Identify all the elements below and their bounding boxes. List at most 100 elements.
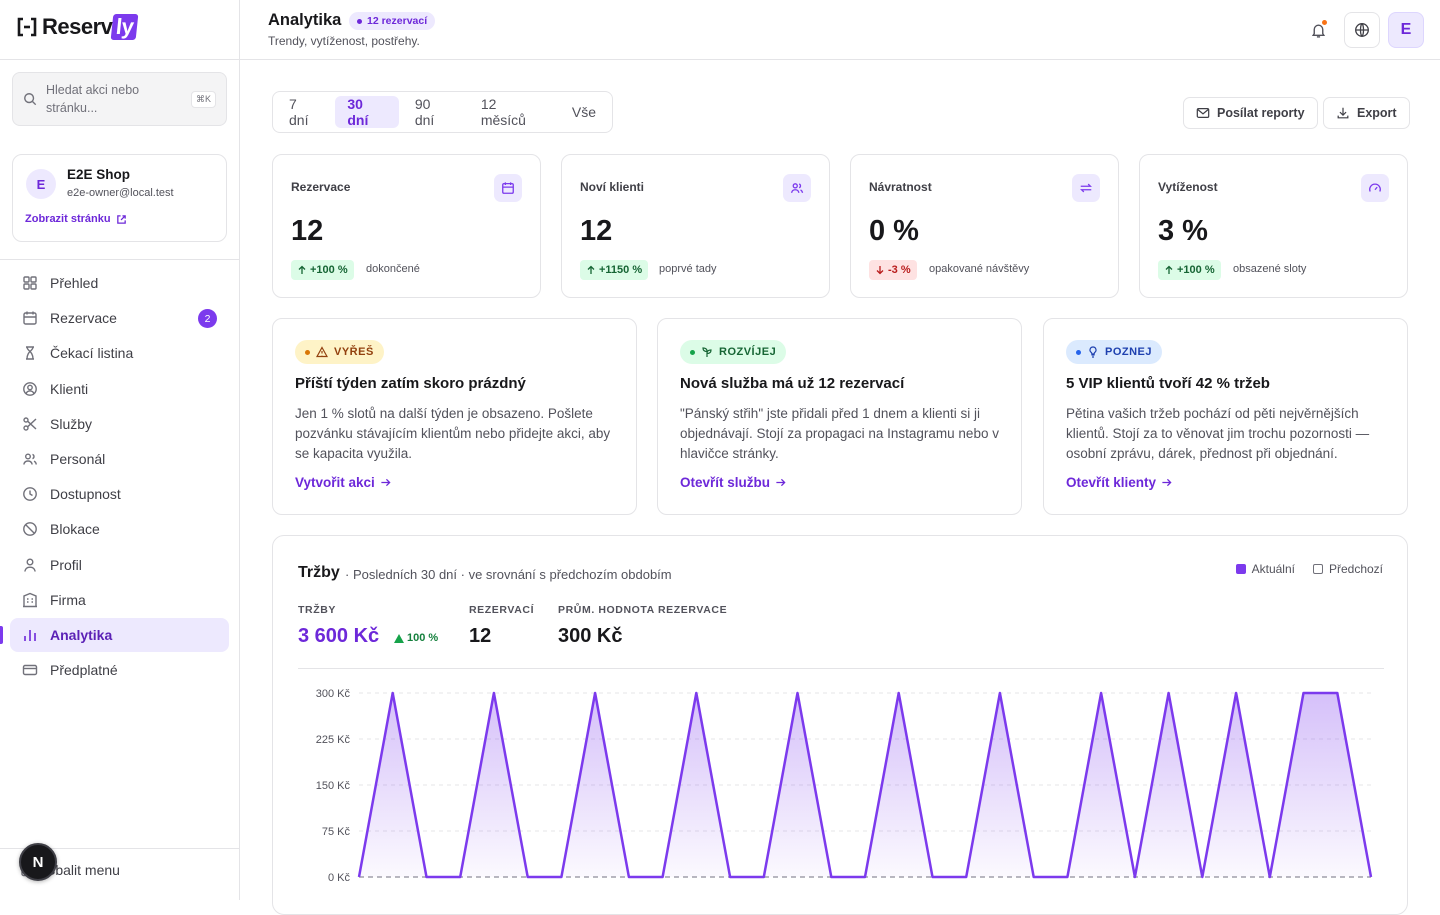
kpi-value: 0 % [869, 215, 919, 247]
tab-7-days[interactable]: 7 dní [289, 96, 309, 128]
shop-card: E E2E Shop e2e-owner@local.test Zobrazit… [12, 154, 227, 242]
open-service-link[interactable]: Otevřít službu [680, 475, 786, 490]
current-series-line [357, 691, 1373, 879]
insight-text: Pětina vašich tržeb pochází od pěti nejv… [1066, 406, 1370, 461]
sidebar-item-personal[interactable]: Personál [10, 442, 229, 476]
grid-icon [23, 276, 37, 290]
sidebar-item-label: Rezervace [50, 310, 117, 327]
dev-tools-badge[interactable]: N [19, 843, 57, 881]
chart-legend: Aktuální Předchozí [1235, 562, 1383, 576]
stat-change: 100 % [394, 632, 438, 644]
sidebar-item-prehled[interactable]: Přehled [10, 266, 229, 300]
kpi-value: 12 [580, 215, 613, 247]
legend-previous[interactable]: Předchozí [1312, 562, 1383, 576]
calendar-icon [23, 311, 37, 325]
sidebar-item-profil[interactable]: Profil [10, 548, 229, 582]
brand-logo[interactable]: Reserv ly [16, 14, 140, 40]
kpi-change: -3 % [888, 264, 911, 276]
revenue-chart[interactable]: 0 Kč 75 Kč 150 Kč 225 Kč 300 Kč [273, 536, 1409, 900]
kpi-icon-wrap [1361, 174, 1389, 202]
search-shortcut: ⌘K [190, 90, 216, 108]
kpi-change: +100 % [310, 264, 348, 276]
divider [0, 59, 240, 60]
search-input[interactable]: Hledat akci nebo stránku... ⌘K [12, 72, 227, 126]
y-tick-label: 75 Kč [322, 826, 351, 838]
sprout-icon [702, 347, 712, 357]
stat-change-label: 100 % [407, 632, 439, 644]
view-page-link[interactable]: Zobrazit stránku [25, 213, 127, 225]
external-link-icon [116, 214, 126, 224]
insight-tag-label: ROZVÍJEJ [719, 346, 777, 358]
send-reports-label: Posílat reporty [1217, 106, 1305, 120]
repeat-icon [1080, 183, 1092, 193]
stat-value-revenue: 3 600 Kč [298, 625, 380, 647]
sidebar-item-label: Předplatné [50, 662, 118, 679]
kpi-value: 12 [291, 215, 324, 247]
tab-all[interactable]: Vše [571, 104, 596, 120]
notifications-button[interactable] [1300, 12, 1336, 48]
sidebar-item-sluzby[interactable]: Služby [10, 407, 229, 441]
sidebar-item-label: Přehled [50, 275, 99, 291]
y-tick-label: 0 Kč [328, 872, 351, 884]
sidebar-item-klienti[interactable]: Klienti [10, 372, 229, 406]
shop-avatar: E [26, 169, 56, 199]
sidebar-item-label: Analytika [50, 626, 113, 643]
search-placeholder: Hledat akci nebo stránku... [46, 83, 140, 115]
sidebar-item-rezervace[interactable]: Rezervace 2 [10, 301, 229, 335]
y-tick-label: 225 Kč [316, 734, 351, 746]
brand-highlight: ly [111, 14, 140, 40]
arrow-down-icon [876, 266, 884, 275]
search-icon [24, 93, 37, 106]
scissors-icon [23, 417, 37, 431]
sidebar-item-label: Blokace [50, 521, 100, 538]
shop-name: E2E Shop [67, 167, 131, 182]
open-clients-link[interactable]: Otevřít klienty [1066, 475, 1172, 490]
kpi-icon-wrap [783, 174, 811, 202]
kpi-note: dokončené [366, 263, 420, 275]
reservations-badge-label: 12 rezervací [367, 15, 428, 27]
insight-tag: POZNEJ [1066, 340, 1163, 364]
triangle-up-icon [394, 633, 404, 643]
kpi-card-retention: Návratnost 0 % -3 % opakované návštěvy [850, 154, 1119, 298]
export-button[interactable]: Export [1323, 97, 1410, 129]
stat-value-reservations: 12 [469, 625, 492, 647]
clock-icon [23, 487, 37, 502]
kpi-change: +1150 % [599, 264, 643, 276]
sidebar-item-cekaci-listina[interactable]: Čekací listina [10, 336, 229, 370]
tab-30-days[interactable]: 30 dní [335, 96, 399, 128]
kpi-label: Rezervace [291, 180, 351, 194]
tag-dot [690, 349, 695, 355]
sidebar-item-analytika[interactable]: Analytika [10, 617, 229, 652]
brand-name: Reserv [42, 14, 113, 39]
bell-icon [1311, 24, 1325, 38]
kpi-change: +100 % [1177, 264, 1215, 276]
sidebar-item-label: Dostupnost [50, 486, 121, 503]
divider [0, 259, 240, 260]
language-button[interactable] [1344, 12, 1380, 48]
y-tick-label: 150 Kč [316, 780, 351, 792]
users-icon [23, 453, 37, 465]
arrow-right-icon [776, 478, 786, 487]
mail-icon [1196, 108, 1210, 118]
create-action-link[interactable]: Vytvořit akci [295, 475, 391, 490]
ban-icon [23, 522, 37, 537]
kpi-change-badge: -3 % [869, 260, 917, 280]
insight-link-label: Otevřít službu [680, 475, 771, 490]
page-subtitle: Trendy, vytíženost, postřehy. [268, 34, 420, 48]
kpi-card-utilization: Vytíženost 3 % +100 % obsazené sloty [1139, 154, 1408, 298]
legend-current[interactable]: Aktuální [1235, 562, 1295, 576]
tab-12-months[interactable]: 12 měsíců [480, 96, 526, 128]
user-avatar[interactable]: E [1388, 12, 1424, 48]
sidebar-item-label: Profil [50, 556, 82, 573]
sidebar-item-firma[interactable]: Firma [10, 583, 229, 617]
sidebar-item-label: Služby [50, 415, 93, 432]
sidebar-item-label: Klienti [50, 380, 89, 397]
date-range-tabs: 7 dní 30 dní 90 dní 12 měsíců Vše [272, 91, 613, 133]
sidebar-item-label: Firma [50, 591, 86, 608]
sidebar-item-dostupnost[interactable]: Dostupnost [10, 477, 229, 511]
tab-90-days[interactable]: 90 dní [414, 96, 435, 128]
send-reports-button[interactable]: Posílat reporty [1183, 97, 1318, 129]
sidebar-item-blokace[interactable]: Blokace [10, 512, 229, 546]
sidebar-item-predplatne[interactable]: Předplatné [10, 653, 229, 687]
arrow-up-icon [1165, 265, 1173, 274]
